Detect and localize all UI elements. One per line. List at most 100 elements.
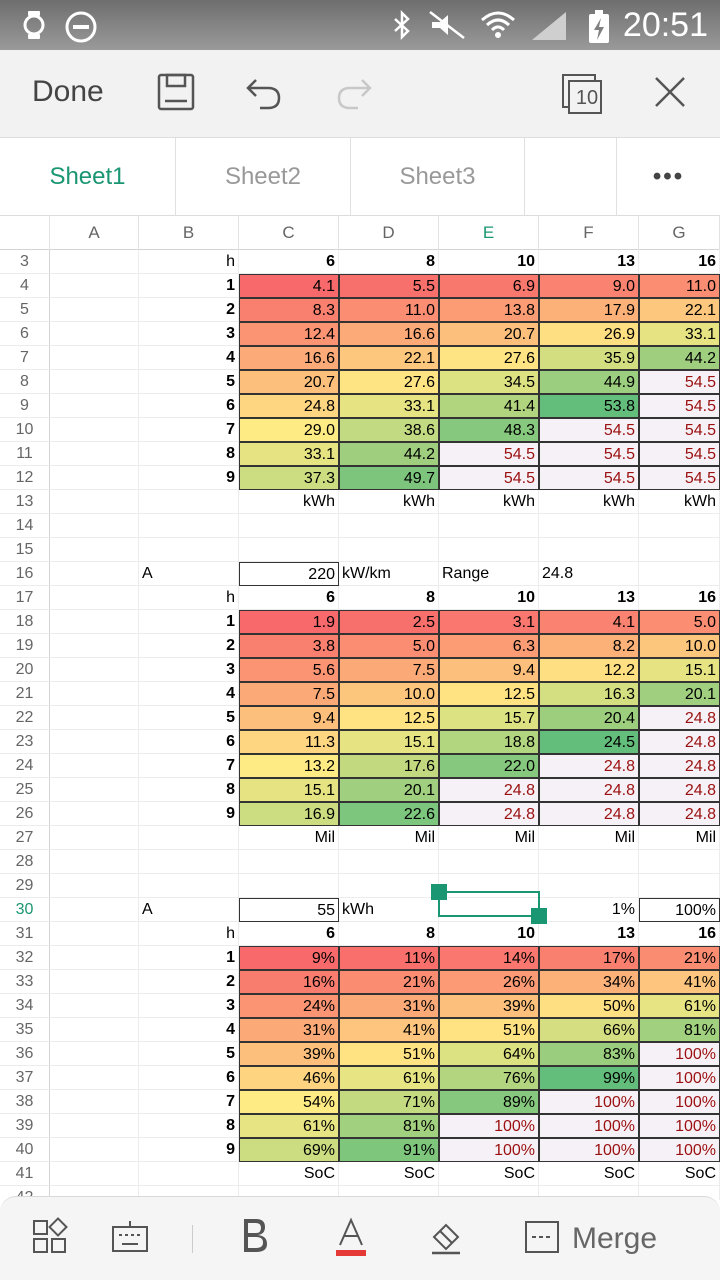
cell[interactable] — [50, 994, 139, 1018]
undo-icon[interactable] — [244, 72, 288, 116]
cell[interactable]: 16.3 — [539, 682, 639, 706]
cell[interactable]: 5.0 — [639, 610, 720, 634]
cell[interactable] — [639, 850, 720, 874]
cell[interactable]: 2 — [139, 298, 239, 322]
cell[interactable]: 51% — [339, 1042, 439, 1066]
cell[interactable]: 50% — [539, 994, 639, 1018]
cell[interactable]: 17.9 — [539, 298, 639, 322]
cell[interactable]: 21% — [639, 946, 720, 970]
cell[interactable]: 34% — [539, 970, 639, 994]
cell[interactable]: 31% — [239, 1018, 339, 1042]
row-header[interactable]: 40 — [0, 1138, 50, 1162]
column-header-b[interactable]: B — [139, 216, 239, 250]
cell[interactable]: kWh — [539, 490, 639, 514]
column-header-f[interactable]: F — [539, 216, 639, 250]
cell[interactable]: Mil — [239, 826, 339, 850]
cell[interactable] — [50, 946, 139, 970]
cell[interactable]: 83% — [539, 1042, 639, 1066]
cell[interactable]: 54.5 — [539, 442, 639, 466]
cell[interactable]: 1% — [539, 898, 639, 922]
cell[interactable] — [639, 562, 720, 586]
cell[interactable]: 9% — [239, 946, 339, 970]
row-header[interactable]: 25 — [0, 778, 50, 802]
cell[interactable]: 9 — [139, 1138, 239, 1162]
row-header[interactable]: 8 — [0, 370, 50, 394]
row-header[interactable]: 30 — [0, 898, 50, 922]
row-header[interactable]: 4 — [0, 274, 50, 298]
row-header[interactable]: 36 — [0, 1042, 50, 1066]
row-header[interactable]: 12 — [0, 466, 50, 490]
more-tabs-button[interactable]: ••• — [652, 163, 685, 190]
cell[interactable]: 24.8 — [539, 562, 639, 586]
row-header[interactable]: 23 — [0, 730, 50, 754]
cell[interactable]: 100% — [439, 1138, 539, 1162]
cell[interactable]: 20.7 — [439, 322, 539, 346]
cell[interactable]: 16 — [639, 922, 720, 946]
cell[interactable] — [50, 466, 139, 490]
cell[interactable]: 15.7 — [439, 706, 539, 730]
cell[interactable]: 61% — [639, 994, 720, 1018]
cell[interactable]: 5 — [139, 1042, 239, 1066]
cell[interactable]: kW/km — [339, 562, 439, 586]
cell[interactable] — [50, 826, 139, 850]
row-header[interactable]: 35 — [0, 1018, 50, 1042]
cell[interactable] — [50, 394, 139, 418]
cell[interactable]: 8 — [339, 586, 439, 610]
cell[interactable]: 4 — [139, 346, 239, 370]
cell[interactable]: 16.6 — [239, 346, 339, 370]
cell[interactable]: 24.8 — [639, 754, 720, 778]
cell[interactable]: 8 — [339, 922, 439, 946]
cell[interactable] — [439, 1186, 539, 1200]
cell[interactable]: 44.2 — [639, 346, 720, 370]
cell[interactable]: 9.4 — [439, 658, 539, 682]
row-header[interactable]: 11 — [0, 442, 50, 466]
cell[interactable]: 4.1 — [539, 610, 639, 634]
tab-sheet1[interactable]: Sheet1 — [0, 138, 176, 216]
cell[interactable]: 22.1 — [339, 346, 439, 370]
cell[interactable] — [50, 898, 139, 922]
cell[interactable] — [50, 610, 139, 634]
cell[interactable]: 11.0 — [639, 274, 720, 298]
cell[interactable]: 3.8 — [239, 634, 339, 658]
cell[interactable]: 20.1 — [639, 682, 720, 706]
cell[interactable]: 10 — [439, 586, 539, 610]
cell[interactable] — [50, 706, 139, 730]
cell[interactable]: 2 — [139, 970, 239, 994]
column-header-d[interactable]: D — [339, 216, 439, 250]
cell[interactable] — [239, 874, 339, 898]
cell[interactable] — [50, 538, 139, 562]
cell[interactable] — [239, 514, 339, 538]
cell[interactable] — [50, 418, 139, 442]
sheets-overview-icon[interactable]: 10 — [560, 72, 608, 116]
cell[interactable]: 15.1 — [339, 730, 439, 754]
cell[interactable]: 54% — [239, 1090, 339, 1114]
merge-button[interactable]: Merge — [572, 1222, 658, 1255]
row-header[interactable]: 10 — [0, 418, 50, 442]
cell[interactable]: 7.5 — [339, 658, 439, 682]
cell[interactable]: 100% — [639, 1138, 720, 1162]
cell[interactable]: 54.5 — [639, 442, 720, 466]
cell[interactable] — [50, 874, 139, 898]
cell[interactable] — [539, 1186, 639, 1200]
cell[interactable]: 24.8 — [639, 706, 720, 730]
cell[interactable] — [50, 370, 139, 394]
cell[interactable]: 20.7 — [239, 370, 339, 394]
cell[interactable] — [139, 826, 239, 850]
cell[interactable]: 8 — [139, 1114, 239, 1138]
cell[interactable]: 4.1 — [239, 274, 339, 298]
cell[interactable]: 54.5 — [439, 442, 539, 466]
cell[interactable]: 34.5 — [439, 370, 539, 394]
cell[interactable] — [439, 850, 539, 874]
cell[interactable]: 3.1 — [439, 610, 539, 634]
cell[interactable]: 76% — [439, 1066, 539, 1090]
cell[interactable] — [50, 1186, 139, 1200]
cell[interactable]: 1 — [139, 610, 239, 634]
cell[interactable] — [439, 538, 539, 562]
cell[interactable] — [139, 850, 239, 874]
cell[interactable]: A — [139, 898, 239, 922]
cell[interactable]: 100% — [539, 1090, 639, 1114]
cell[interactable]: SoC — [639, 1162, 720, 1186]
cell[interactable]: 91% — [339, 1138, 439, 1162]
cell[interactable]: 17.6 — [339, 754, 439, 778]
row-header[interactable]: 7 — [0, 346, 50, 370]
